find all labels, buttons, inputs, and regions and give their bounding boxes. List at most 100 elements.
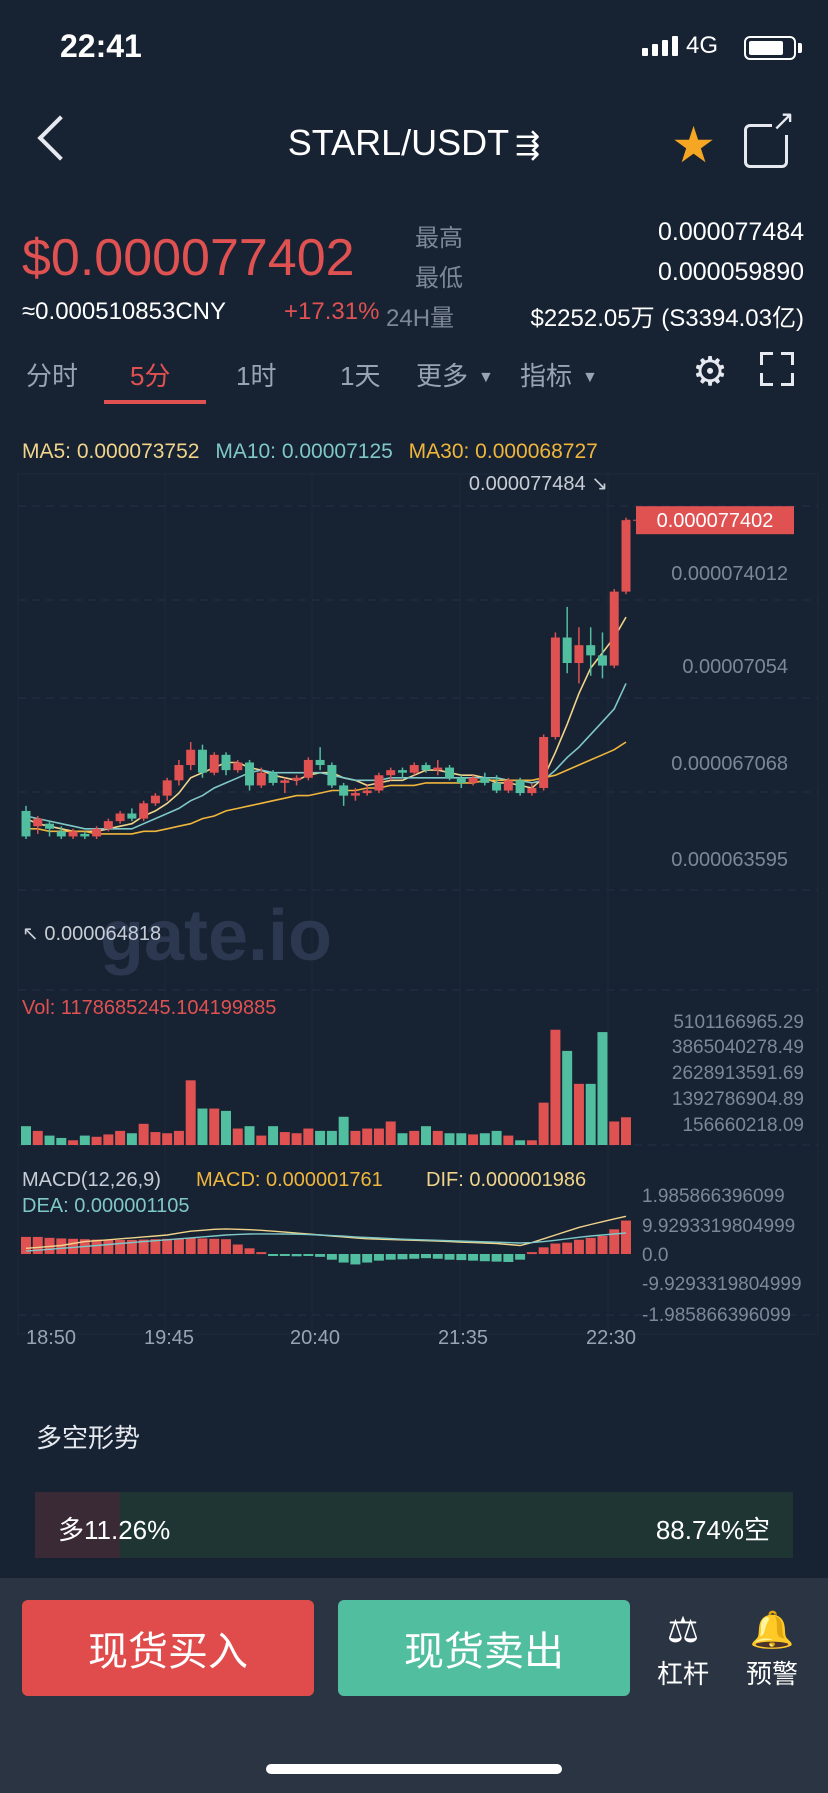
macd-title: MACD(12,26,9) xyxy=(22,1169,161,1191)
time-axis-label: 22:30 xyxy=(586,1327,636,1349)
macd-axis-label: -1.985866396099 xyxy=(642,1305,791,1326)
macd-histogram-bar xyxy=(268,1254,279,1256)
candle-body xyxy=(503,780,513,791)
tab-1day[interactable]: 1天 xyxy=(340,361,381,391)
volume-bar xyxy=(197,1108,208,1145)
volume-bar xyxy=(338,1116,349,1145)
candle-body xyxy=(162,780,172,796)
alert-button[interactable]: 🔔 预警 xyxy=(737,1612,807,1691)
macd-histogram-bar xyxy=(115,1239,126,1254)
volume-axis-label: 3865040278.49 xyxy=(672,1037,804,1058)
price-axis-label: 0.000063595 xyxy=(671,849,788,871)
candle-body xyxy=(174,765,184,781)
candle-body xyxy=(374,775,384,791)
tab-indicators[interactable]: 指标 ▼ xyxy=(520,356,598,393)
macd-histogram-bar xyxy=(456,1254,467,1261)
volume-bar xyxy=(68,1140,79,1145)
macd-histogram-bar xyxy=(221,1239,231,1254)
candle-body xyxy=(127,813,137,819)
macd-histogram-bar xyxy=(362,1254,373,1263)
volume-bar xyxy=(432,1130,443,1145)
time-axis-label: 20:40 xyxy=(290,1327,340,1349)
favorite-star-icon[interactable]: ★ xyxy=(671,117,716,173)
tab-more[interactable]: 更多 ▼ xyxy=(416,356,494,393)
ma-legend: MA5: 0.000073752 MA10: 0.00007125 MA30: … xyxy=(22,440,598,464)
alarm-bell-icon: 🔔 xyxy=(749,1609,795,1650)
dea-value: DEA: 0.000001105 xyxy=(22,1195,190,1217)
candle-body xyxy=(80,833,90,837)
fullscreen-icon[interactable] xyxy=(760,352,794,386)
battery-tip xyxy=(798,43,802,53)
volume-bar xyxy=(303,1128,314,1145)
low-label: 最低 xyxy=(415,265,463,292)
candle-body xyxy=(280,780,290,783)
volume-bar xyxy=(350,1130,361,1145)
macd-histogram-bar xyxy=(562,1242,573,1254)
volume-bar xyxy=(538,1102,549,1145)
macd-axis-label: 1.985866396099 xyxy=(642,1186,785,1207)
candle-body xyxy=(103,821,113,829)
switch-pair-icon[interactable]: ⇶ xyxy=(515,129,541,162)
macd-histogram-bar xyxy=(126,1239,137,1254)
volume-bar xyxy=(550,1029,561,1145)
macd-histogram-bar xyxy=(585,1237,596,1254)
tab-5min[interactable]: 5分 xyxy=(130,361,171,391)
macd-histogram-bar xyxy=(444,1254,455,1260)
tab-timeline[interactable]: 分时 xyxy=(26,361,79,391)
macd-histogram-bar xyxy=(432,1254,443,1259)
tab-1hour[interactable]: 1时 xyxy=(236,361,277,391)
macd-histogram-bar xyxy=(209,1238,220,1254)
macd-axis-label: -9.9293319804999 xyxy=(642,1274,802,1295)
candle-body xyxy=(209,754,219,773)
candle-body xyxy=(527,787,537,794)
leverage-button[interactable]: ⚖ 杠杆 xyxy=(648,1612,718,1691)
candle-body xyxy=(597,655,607,666)
macd-histogram-bar xyxy=(173,1238,184,1254)
candle-body xyxy=(268,772,278,783)
macd-histogram-bar xyxy=(491,1254,502,1262)
gear-icon[interactable]: ⚙ xyxy=(692,350,728,394)
volume-bar xyxy=(268,1126,279,1145)
volume-bar xyxy=(79,1135,90,1145)
tab-indicators-label: 指标 xyxy=(520,361,573,391)
macd-histogram-bar xyxy=(279,1254,290,1256)
long-ratio-label: 多11.26% xyxy=(58,1515,171,1545)
candle-body xyxy=(609,591,619,666)
candle-body xyxy=(221,754,231,771)
volume-bar xyxy=(185,1080,196,1145)
macd-histogram-bar xyxy=(503,1254,514,1262)
leverage-label: 杠杆 xyxy=(656,1659,709,1689)
share-icon[interactable] xyxy=(744,107,795,168)
volume-bar xyxy=(456,1133,467,1145)
candle-body xyxy=(409,765,419,773)
macd-histogram-bar xyxy=(326,1254,337,1260)
vol24-value: $2252.05万 (S3394.03亿) xyxy=(530,305,804,332)
candle-body xyxy=(115,813,125,822)
volume-bar xyxy=(397,1133,408,1145)
candle-body xyxy=(56,831,66,837)
volume-bar xyxy=(326,1130,337,1145)
candle-body xyxy=(492,782,502,791)
spot-buy-button[interactable]: 现货买入 xyxy=(22,1600,314,1696)
macd-histogram-bar xyxy=(256,1252,267,1255)
volume-bar xyxy=(479,1133,490,1145)
kline-chart[interactable]: gate.io 0.000074012 0.00007054 0.000067068… xyxy=(0,470,828,1350)
macd-histogram-bar xyxy=(397,1254,408,1260)
macd-histogram-bar xyxy=(597,1235,608,1254)
volume-bar xyxy=(150,1132,161,1145)
ma10-label: MA10: 0.00007125 xyxy=(215,440,393,463)
candle-body xyxy=(421,765,431,771)
candle-body xyxy=(256,772,266,786)
candle-body xyxy=(350,793,360,796)
macd-histogram-bar xyxy=(573,1239,584,1254)
candle-body xyxy=(339,785,349,796)
battery-icon xyxy=(744,36,796,60)
volume-bar xyxy=(138,1123,149,1145)
spot-sell-button[interactable]: 现货卖出 xyxy=(338,1600,630,1696)
macd-histogram-bar xyxy=(421,1254,431,1259)
macd-histogram-bar xyxy=(538,1247,549,1254)
volume-bar xyxy=(291,1133,302,1145)
macd-histogram-bar xyxy=(315,1254,326,1257)
pair-title[interactable]: STARL/USDT ⇶ xyxy=(0,122,828,164)
volume-bar xyxy=(21,1126,31,1145)
